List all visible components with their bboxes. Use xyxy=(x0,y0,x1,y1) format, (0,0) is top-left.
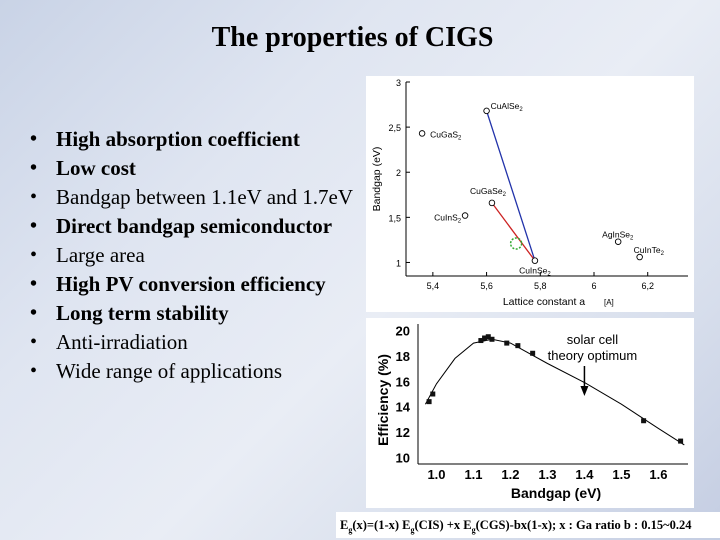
compound-point xyxy=(418,130,426,137)
formula-text: (x)=(1-x) E xyxy=(352,518,411,532)
efficiency-curve xyxy=(424,338,685,446)
slide-title: The properties of CIGS xyxy=(211,22,494,53)
compound-label: CuAlSe2 xyxy=(491,101,524,113)
y-tick-label: 1,5 xyxy=(388,213,401,223)
formula-text: E xyxy=(340,518,349,532)
tie-line xyxy=(485,110,536,261)
bullet-item: Direct bandgap semiconductor xyxy=(30,212,375,241)
x-tick-label: 1.0 xyxy=(427,467,445,482)
measured-point xyxy=(641,418,647,424)
compound-label: CuGaS2 xyxy=(430,129,462,141)
efficiency-bandgap-svg: 10 12 14 16 18 20 1.0 1.1 1.2 1.3 1.4 1.5 1.6 Bandgap… xyxy=(375,323,688,501)
formula-text: (CGS)-bx(1-x); x : Ga ratio b : 0.15~0.2… xyxy=(475,518,692,532)
efficiency-bandgap-chart: 10 12 14 16 18 20 1.0 1.1 1.2 1.3 1.4 1.5 1.6 Bandgap… xyxy=(366,318,694,508)
compound-point xyxy=(461,212,469,219)
tie-line xyxy=(491,202,536,262)
compound-label: CuInSe2 xyxy=(519,266,551,278)
compound-label: CuInTe2 xyxy=(634,245,665,257)
measured-point xyxy=(478,338,484,344)
x-tick-label: 1.2 xyxy=(501,467,519,482)
compound-label: CuGaSe2 xyxy=(470,186,507,198)
y-tick-label: 3 xyxy=(396,78,401,88)
x-tick-label: 6 xyxy=(591,281,596,291)
compound-point xyxy=(488,199,496,207)
x-axis-label: Bandgap (eV) xyxy=(511,485,601,501)
x-tick-label: 5,8 xyxy=(534,281,547,291)
annotation-line-1: solar cell xyxy=(567,332,618,347)
y-tick-label: 14 xyxy=(396,400,411,415)
y-tick-label: 16 xyxy=(396,374,410,389)
formula-subscript: g xyxy=(471,525,476,535)
measured-point xyxy=(426,399,432,405)
compound-point xyxy=(614,238,622,245)
bandgap-lattice-chart: 1 1,5 2 2,5 3 5,4 5,6 5,8 6 6,2 Lattice constant a… xyxy=(366,76,694,312)
measured-point xyxy=(430,391,436,397)
y-tick-label: 18 xyxy=(396,349,410,364)
measured-point xyxy=(485,334,491,340)
y-axis-label: Bandgap (eV) xyxy=(371,147,383,212)
y-tick-label: 2 xyxy=(396,168,401,178)
annotation-line-2: theory optimum xyxy=(548,348,638,363)
x-tick-label: 1.3 xyxy=(538,467,556,482)
measured-point xyxy=(678,438,684,444)
y-tick-label: 20 xyxy=(396,323,410,338)
bullet-item: High absorption coefficient xyxy=(30,125,375,154)
bullet-item: Bandgap between 1.1eV and 1.7eV xyxy=(30,183,375,212)
x-axis-unit: [A] xyxy=(604,298,614,307)
bullet-item: High PV conversion efficiency xyxy=(30,270,375,299)
compound-label: AgInSe2 xyxy=(602,230,634,242)
y-axis-label: Efficiency (%) xyxy=(375,354,391,446)
bullet-item: Low cost xyxy=(30,154,375,183)
y-tick-label: 12 xyxy=(396,425,410,440)
measured-point xyxy=(530,350,536,356)
bandgap-formula: Eg(x)=(1-x) Eg(CIS) +x Eg(CGS)-bx(1-x); … xyxy=(336,512,720,538)
x-tick-label: 1.4 xyxy=(575,467,594,482)
formula-text: (CIS) +x E xyxy=(414,518,472,532)
bullet-list: High absorption coefficientLow costBandg… xyxy=(30,125,375,386)
compound-point xyxy=(483,107,490,115)
compound-point xyxy=(531,257,539,264)
x-tick-label: 6,2 xyxy=(641,281,654,291)
compound-point xyxy=(636,253,643,261)
measured-point xyxy=(515,343,521,349)
annotation-arrow-head xyxy=(580,386,589,396)
x-tick-label: 1.5 xyxy=(612,467,630,482)
formula-subscript: g xyxy=(410,525,415,535)
x-tick-label: 1.1 xyxy=(464,467,482,482)
measured-point xyxy=(504,340,510,346)
bullet-item: Anti-irradiation xyxy=(30,328,375,357)
bandgap-lattice-svg: 1 1,5 2 2,5 3 5,4 5,6 5,8 6 6,2 Lattice constant a… xyxy=(371,78,688,308)
x-tick-label: 5,6 xyxy=(480,281,493,291)
measured-point xyxy=(482,335,488,341)
formula-subscript: g xyxy=(348,525,353,535)
bullet-item: Long term stability xyxy=(30,299,375,328)
y-tick-label: 1 xyxy=(396,258,401,268)
x-tick-label: 5,4 xyxy=(427,281,440,291)
bullet-item: Large area xyxy=(30,241,375,270)
cigs-highlight-marker xyxy=(509,237,523,250)
compound-label: CuInS2 xyxy=(434,213,462,225)
x-tick-label: 1.6 xyxy=(649,467,667,482)
measured-point xyxy=(489,336,495,342)
y-tick-label: 2,5 xyxy=(388,123,401,133)
bullet-item: Wide range of applications xyxy=(30,357,375,386)
x-axis-label: Lattice constant a xyxy=(503,296,585,308)
y-tick-label: 10 xyxy=(396,451,410,466)
